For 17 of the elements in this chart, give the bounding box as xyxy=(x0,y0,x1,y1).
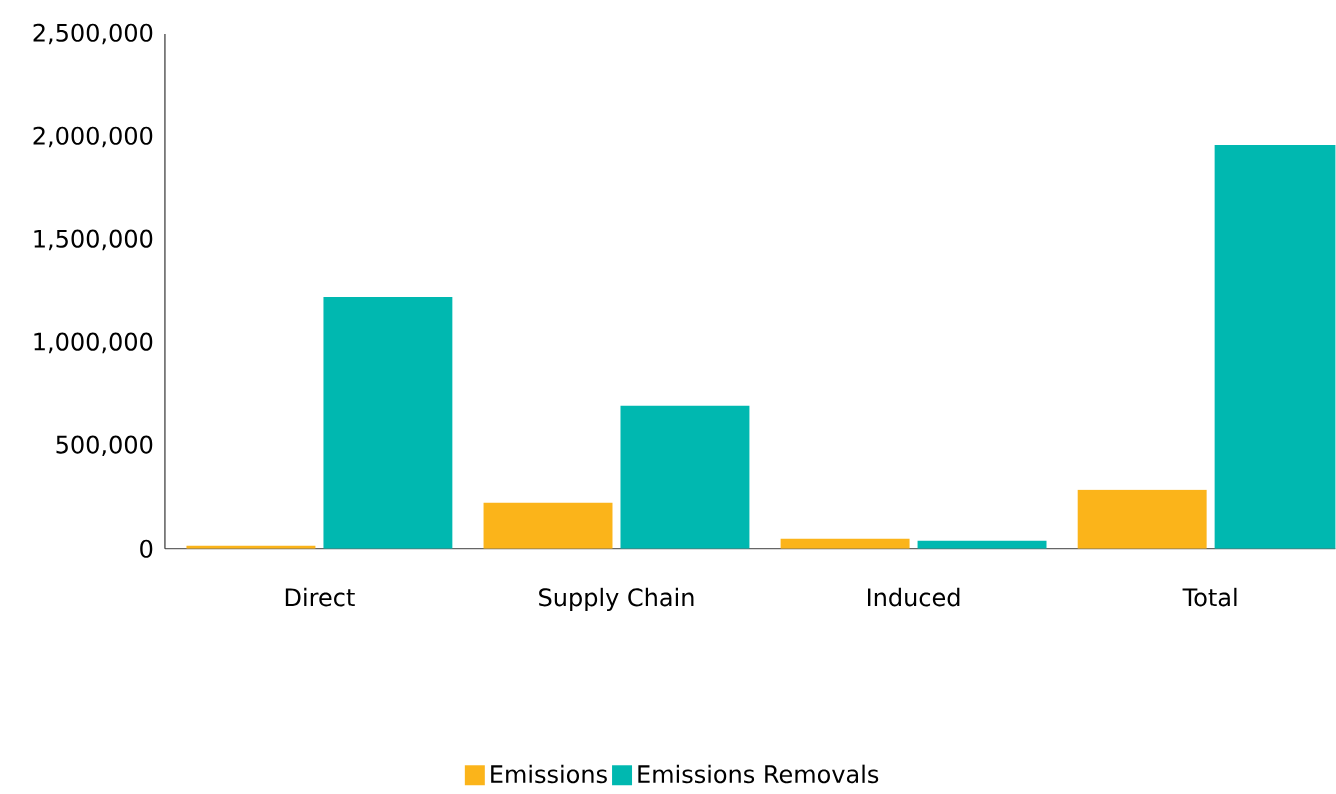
bar xyxy=(620,405,750,549)
x-tick-label: Induced xyxy=(867,587,960,607)
y-tick-label: 2,500,000 xyxy=(33,23,153,45)
bar xyxy=(323,297,453,549)
y-tick-label: 1,500,000 xyxy=(34,229,153,251)
bar xyxy=(780,538,910,549)
y-tick-label: 1,000,000 xyxy=(34,332,153,354)
x-tick-label: Total xyxy=(1182,587,1237,607)
bar xyxy=(483,502,613,549)
legend-label: Emissions xyxy=(491,764,607,784)
bar xyxy=(1077,489,1207,549)
x-tick-label: Direct xyxy=(285,587,355,607)
x-tick-label: Supply Chain xyxy=(539,587,694,612)
legend-label: Emissions Removals xyxy=(638,764,879,784)
y-tick-label: 500,000 xyxy=(56,435,153,457)
y-tick-label: 0 xyxy=(140,539,153,558)
y-tick-label: 2,000,000 xyxy=(33,126,153,148)
